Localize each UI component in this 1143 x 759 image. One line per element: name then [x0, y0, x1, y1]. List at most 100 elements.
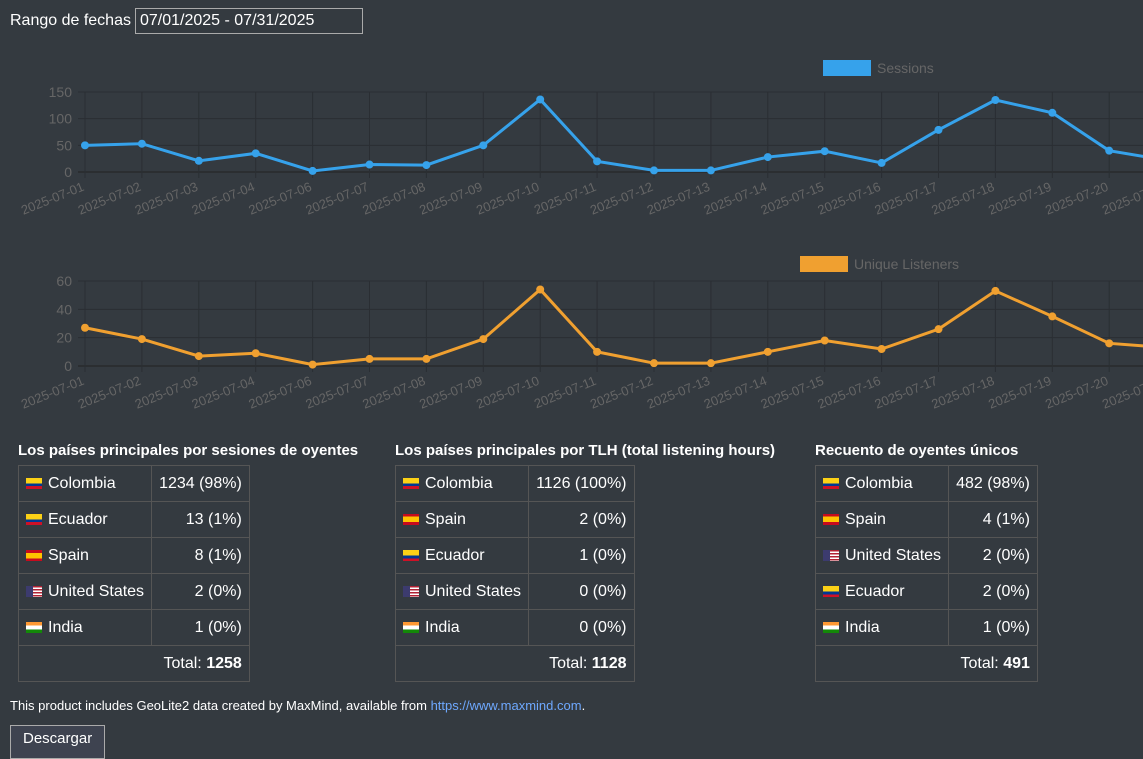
value-cell: 2 (0%) [528, 501, 635, 538]
country-table: Colombia 1126 (100%) Spain 2 (0%) Ecuador 1 (… [394, 465, 635, 682]
data-point[interactable] [1105, 339, 1114, 348]
data-point[interactable] [991, 96, 1000, 104]
x-tick-label: 2025-07-02 [76, 179, 143, 218]
country-name: India [48, 618, 83, 636]
data-point[interactable] [479, 141, 488, 150]
data-point[interactable] [536, 285, 545, 294]
x-tick-label: 2025-07-20 [1043, 179, 1110, 218]
x-tick-label: 2025-07-10 [474, 179, 541, 218]
y-tick-label: 0 [64, 358, 72, 374]
data-point[interactable] [536, 95, 545, 104]
data-point[interactable] [934, 325, 943, 334]
x-tick-label: 2025-07-19 [986, 179, 1053, 218]
data-point[interactable] [308, 360, 317, 369]
data-point[interactable] [593, 347, 602, 356]
data-point[interactable] [991, 286, 1000, 295]
data-point[interactable] [1048, 108, 1057, 117]
table-row: United States 2 (0%) [814, 537, 1038, 574]
country-name: Colombia [48, 474, 116, 492]
country-cell: India [17, 609, 153, 646]
data-point[interactable] [365, 160, 374, 169]
data-point[interactable] [194, 156, 203, 165]
data-point[interactable] [820, 336, 829, 345]
y-tick-label: 150 [49, 84, 73, 100]
legend-label[interactable]: Unique Listeners [854, 256, 959, 272]
x-tick-label: 2025-07-07 [303, 373, 370, 412]
data-point[interactable] [422, 354, 431, 363]
x-tick-label: 2025-07-15 [759, 179, 826, 218]
x-tick-label: 2025-07-18 [929, 373, 996, 412]
data-point[interactable] [1048, 312, 1057, 321]
data-point[interactable] [194, 352, 203, 361]
data-point[interactable] [251, 149, 260, 158]
x-tick-label: 2025-07-17 [872, 179, 939, 218]
data-point[interactable] [422, 161, 431, 170]
value-cell: 482 (98%) [948, 465, 1038, 502]
x-tick-label: 2025-07-06 [246, 179, 313, 218]
x-tick-label: 2025-07-17 [872, 373, 939, 412]
total-label: Total: [960, 654, 999, 672]
data-point[interactable] [81, 323, 89, 332]
x-tick-label: 2025-07-08 [360, 373, 427, 412]
flag-co-icon [403, 549, 419, 561]
table-sessions: Los países principales por sesiones de o… [17, 440, 358, 682]
x-tick-label: 2025-07-01 [19, 179, 86, 218]
country-name: Spain [845, 510, 886, 528]
data-point[interactable] [81, 141, 89, 150]
sessions-chart: Sessions0501001502025-07-012025-07-02202… [19, 60, 1143, 218]
data-point[interactable] [934, 125, 943, 134]
data-point[interactable] [820, 147, 829, 156]
data-point[interactable] [877, 345, 886, 353]
legend-label[interactable]: Sessions [877, 60, 934, 76]
country-cell: India [394, 609, 530, 646]
country-cell: India [814, 609, 950, 646]
country-cell: United States [17, 573, 153, 610]
country-table: Colombia 1234 (98%) Ecuador 13 (1%) Spain 8 (… [17, 465, 250, 682]
country-name: United States [48, 582, 145, 600]
x-tick-label: 2025-07-13 [645, 373, 712, 412]
data-point[interactable] [877, 158, 886, 167]
total-label: Total: [163, 654, 202, 672]
data-point[interactable] [137, 139, 146, 148]
country-cell: Ecuador [394, 537, 530, 574]
data-point[interactable] [650, 166, 658, 175]
table-row: Ecuador 1 (0%) [394, 537, 635, 574]
x-tick-label: 2025-07-02 [76, 373, 143, 412]
data-point[interactable] [365, 354, 374, 363]
total-value: 1258 [206, 654, 242, 672]
value-cell: 2 (0%) [948, 537, 1038, 574]
footer-text: This product includes GeoLite2 data crea… [10, 698, 431, 713]
country-name: Spain [425, 510, 466, 528]
data-point[interactable] [308, 166, 317, 175]
table-row: United States 0 (0%) [394, 573, 635, 610]
data-point[interactable] [706, 359, 715, 368]
x-tick-label: 2025-07-07 [303, 179, 370, 218]
country-cell: Spain [394, 501, 530, 538]
data-point[interactable] [1105, 146, 1114, 155]
flag-in-icon [823, 621, 839, 633]
data-point[interactable] [763, 347, 772, 356]
country-cell: Colombia [17, 465, 153, 502]
listeners-chart: Unique Listeners02040602025-07-012025-07… [19, 256, 1143, 412]
y-tick-label: 100 [49, 111, 73, 127]
maxmind-link[interactable]: https://www.maxmind.com [430, 698, 582, 713]
data-point[interactable] [706, 166, 715, 175]
series-line [84, 287, 1143, 367]
table-row: United States 2 (0%) [17, 573, 250, 610]
data-point[interactable] [251, 349, 260, 358]
data-point[interactable] [763, 153, 772, 162]
data-point[interactable] [479, 335, 488, 344]
x-tick-label: 2025-07-14 [702, 179, 769, 218]
download-button[interactable]: Descargar [10, 725, 106, 759]
date-range-input[interactable] [134, 8, 363, 34]
total-cell: Total: 1258 [18, 645, 250, 682]
data-point[interactable] [593, 157, 602, 166]
flag-es-icon [26, 549, 42, 561]
country-cell: Spain [814, 501, 950, 538]
data-point[interactable] [650, 359, 658, 368]
value-cell: 0 (0%) [528, 573, 635, 610]
data-point[interactable] [137, 335, 146, 344]
table-row: Colombia 1234 (98%) [17, 465, 250, 502]
country-name: Ecuador [425, 546, 485, 564]
table-row: Colombia 482 (98%) [814, 465, 1038, 502]
